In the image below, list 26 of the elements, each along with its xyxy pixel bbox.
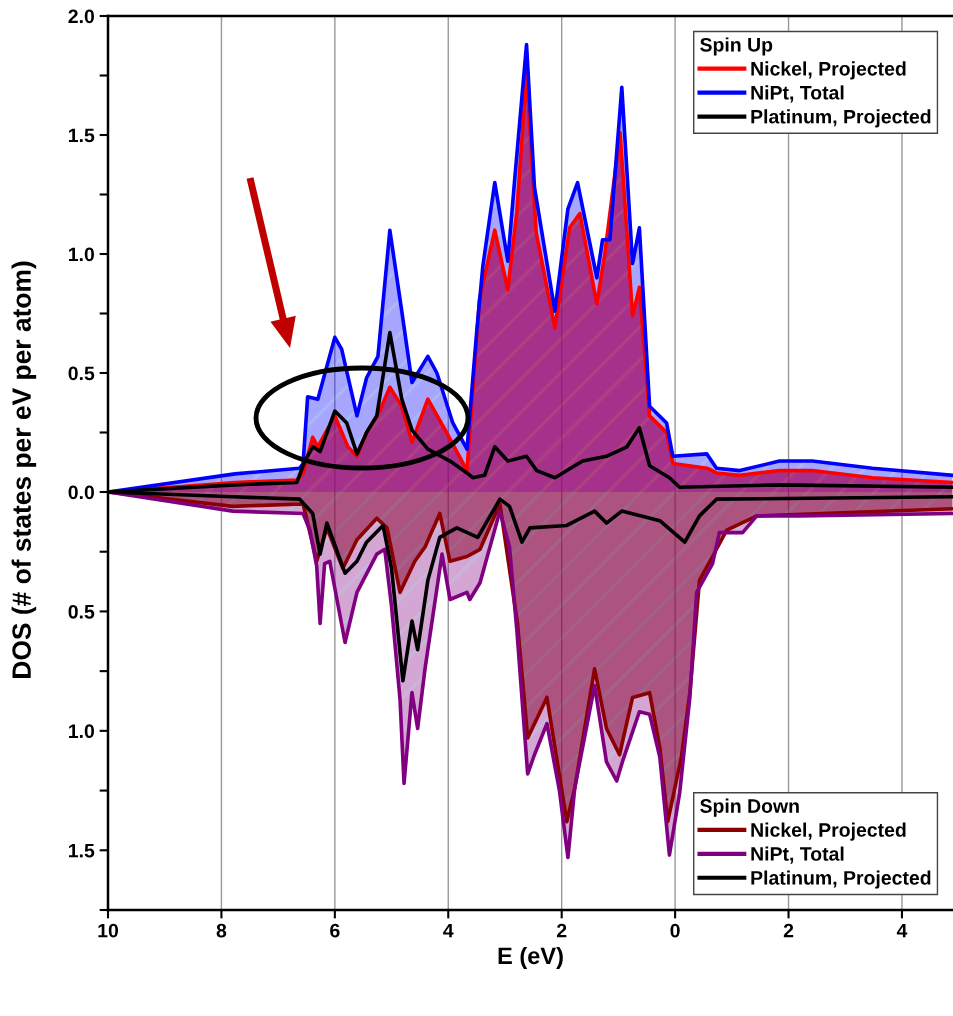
x-tick-label: 0 <box>670 923 680 938</box>
y-tick-label: 1.5 <box>69 843 95 858</box>
x-tick-label: 2 <box>783 923 794 938</box>
legend-label: Platinum, Projected <box>751 870 931 889</box>
y-tick-label: 1.0 <box>69 724 95 739</box>
y-tick-label: 1.0 <box>69 247 95 262</box>
legend-label: Nickel, Projected <box>751 61 906 80</box>
legend-label: NiPt, Total <box>751 85 844 103</box>
legend-label: Platinum, Projected <box>751 109 931 128</box>
x-tick-label: 2 <box>556 923 567 938</box>
legend-label: NiPt, Total <box>751 846 844 864</box>
y-tick-label: 0.0 <box>68 485 95 500</box>
legend-title: Spin Up <box>700 37 773 56</box>
y-tick-label: 0.5 <box>68 604 95 619</box>
y-axis-title: DOS (# of states per eV per atom) <box>11 261 37 678</box>
x-axis-title: E (eV) <box>498 946 563 969</box>
x-tick-label: 10 <box>98 923 119 938</box>
y-tick-label: 1.5 <box>69 128 95 143</box>
legend-title: Spin Down <box>700 798 799 817</box>
x-tick-label: 4 <box>443 923 454 938</box>
x-tick-label: 6 <box>330 923 340 938</box>
legend-label: Nickel, Projected <box>751 822 906 841</box>
x-tick-label: 8 <box>216 923 227 938</box>
y-tick-label: 2.0 <box>68 9 95 24</box>
y-tick-label: 0.5 <box>68 366 95 381</box>
x-tick-label: 4 <box>896 923 908 938</box>
